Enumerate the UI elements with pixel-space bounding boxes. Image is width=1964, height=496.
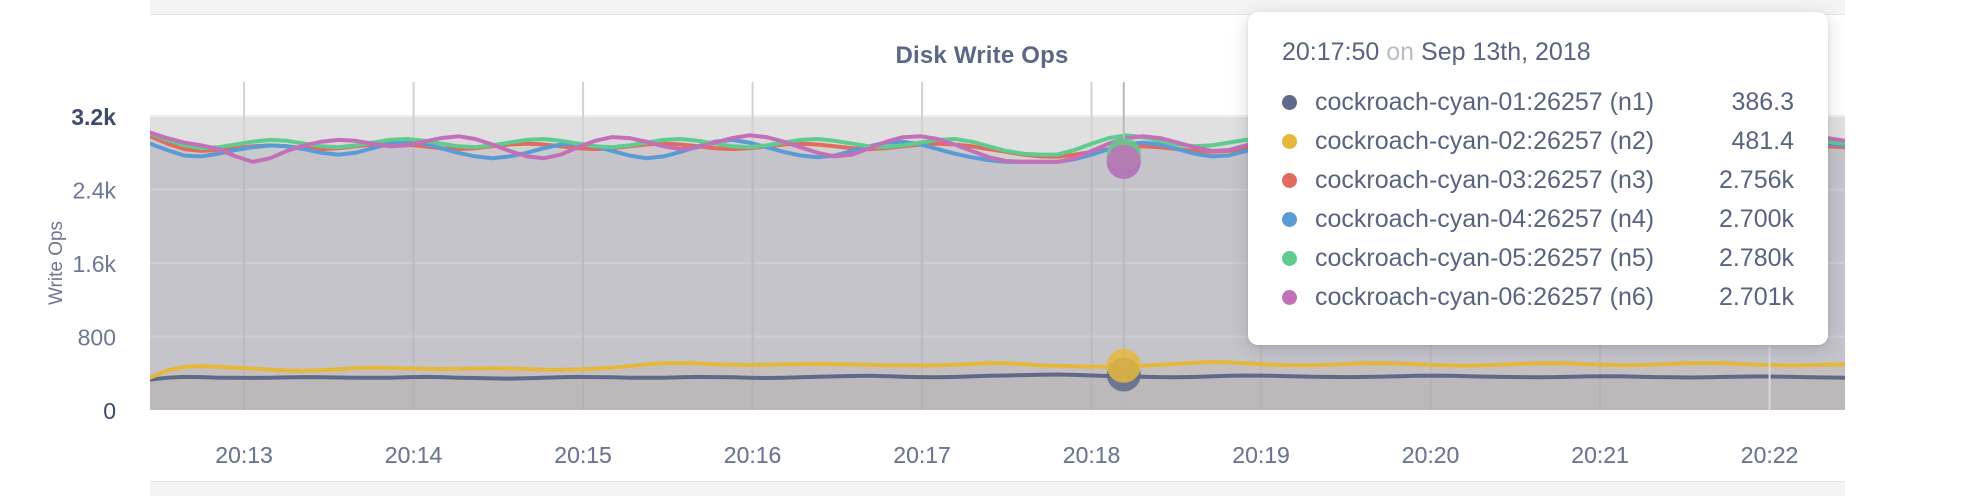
x-axis-tick-label: 20:19 [1232,442,1290,468]
tooltip-series-value: 2.701k [1718,283,1794,311]
tooltip-series-value: 2.700k [1718,205,1794,233]
tooltip-row: cockroach-cyan-03:26257 (n3) 2.756k [1282,161,1794,200]
x-axis-tick-label: 20:21 [1571,442,1629,468]
tooltip-row: cockroach-cyan-05:26257 (n5) 2.780k [1282,239,1794,278]
x-axis-tick-label: 20:19 [1232,442,1290,468]
series-color-dot-icon [1282,251,1297,266]
x-axis-tick-label: 20:13 [215,442,273,468]
x-axis-tick-label: 20:16 [724,442,782,468]
y-axis-title: Write Ops [46,221,67,305]
tooltip-series-value: 2.756k [1718,166,1794,194]
x-axis-tick-label: 20:18 [1063,442,1121,468]
page-title: Disk Write Ops [895,42,1069,69]
tooltip-time: 20:17:50 [1282,38,1380,66]
tooltip-row: cockroach-cyan-02:26257 (n2) 481.4 [1282,122,1794,161]
left-gutter-mask [0,0,150,496]
series-area-n1 [150,374,1845,410]
tooltip-row: cockroach-cyan-04:26257 (n4) 2.700k [1282,200,1794,239]
y-axis-tick-label: 1.6k [73,251,117,277]
tooltip-series-value: 481.4 [1731,127,1794,155]
x-axis-tick-label: 20:20 [1402,442,1460,468]
tooltip-row: cockroach-cyan-01:26257 (n1) 386.3 [1282,83,1794,122]
tooltip-series-value: 386.3 [1731,88,1794,116]
y-axis-tick-label: 2.4k [73,178,117,204]
tooltip-series-label: cockroach-cyan-04:26257 (n4) [1315,205,1655,233]
tooltip-date: Sep 13th, 2018 [1421,38,1591,66]
hover-tooltip: 20:17:50 on Sep 13th, 2018 cockroach-cya… [1248,12,1828,345]
x-axis-tick-label: 20:16 [724,442,782,468]
tooltip-series-label: cockroach-cyan-02:26257 (n2) [1315,127,1655,155]
series-color-dot-icon [1282,173,1297,188]
x-axis-tick-label: 20:17 [893,442,951,468]
right-gutter-mask [1845,0,1964,496]
hover-marker-n2 [1106,348,1141,383]
x-axis-tick-label: 20:14 [385,442,443,468]
x-axis-tick-label: 20:15 [554,442,612,468]
tooltip-series-label: cockroach-cyan-05:26257 (n5) [1315,244,1655,272]
series-color-dot-icon [1282,290,1297,305]
x-axis-tick-label: 20:21 [1571,442,1629,468]
y-axis-tick-label: 3.2k [71,104,116,130]
tooltip-series-list: cockroach-cyan-01:26257 (n1) 386.3 cockroa… [1282,83,1794,317]
series-line-n1[interactable] [148,372,1847,382]
y-axis-tick-label: 800 [78,325,116,351]
series-color-dot-icon [1282,95,1297,110]
series-color-dot-icon [1282,212,1297,227]
x-axis-tick-label: 20:18 [1063,442,1121,468]
tooltip-series-label: cockroach-cyan-01:26257 (n1) [1315,88,1655,116]
x-axis-tick-label: 20:17 [893,442,951,468]
tooltip-series-label: cockroach-cyan-03:26257 (n3) [1315,166,1655,194]
x-axis-tick-label: 20:20 [1402,442,1460,468]
x-axis-tick-label: 20:15 [554,442,612,468]
y-axis-tick-label: 0 [103,398,116,424]
series-color-dot-icon [1282,134,1297,149]
tooltip-series-value: 2.780k [1718,244,1794,272]
hover-marker-n6 [1106,144,1141,179]
tooltip-header: 20:17:50 on Sep 13th, 2018 [1282,38,1794,67]
series-line-n2[interactable] [148,360,1847,380]
tooltip-on-word: on [1386,38,1415,66]
tooltip-series-label: cockroach-cyan-06:26257 (n6) [1315,283,1655,311]
x-axis-tick-label: 20:22 [1741,442,1799,468]
x-axis-tick-label: 20:22 [1741,442,1799,468]
x-axis-tick-label: 20:13 [215,442,273,468]
x-axis-tick-label: 20:14 [385,442,443,468]
tooltip-row: cockroach-cyan-06:26257 (n6) 2.701k [1282,278,1794,317]
